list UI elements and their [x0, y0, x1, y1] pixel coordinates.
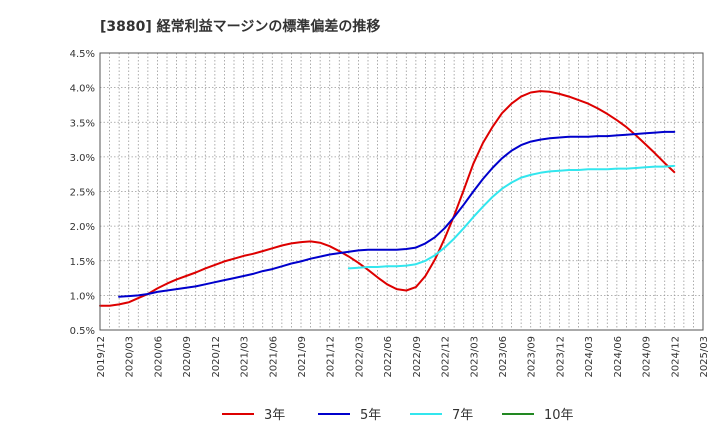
- grid-lines: [100, 52, 703, 331]
- chart-title: [3880] 経常利益マージンの標準偏差の推移: [100, 18, 380, 35]
- x-tick-label: 2022/06: [383, 336, 394, 378]
- y-tick-label: 3.5%: [70, 118, 95, 129]
- y-tick-label: 1.0%: [70, 291, 95, 302]
- legend-label-2: 7年: [452, 408, 473, 423]
- legend-label-1: 5年: [360, 408, 381, 423]
- x-tick-label: 2023/09: [527, 336, 538, 378]
- x-tick-label: 2021/09: [297, 336, 308, 378]
- y-tick-label: 4.5%: [70, 49, 95, 60]
- x-tick-label: 2020/12: [211, 336, 222, 378]
- x-tick-label: 2022/03: [354, 336, 365, 378]
- x-tick-label: 2021/06: [268, 336, 279, 378]
- legend-label-0: 3年: [264, 408, 285, 423]
- x-tick-label: 2024/03: [584, 336, 595, 378]
- series-line-1: [118, 130, 676, 298]
- x-tick-label: 2021/03: [240, 336, 251, 378]
- x-tick-label: 2025/03: [699, 336, 710, 378]
- legend-label-3: 10年: [544, 408, 574, 423]
- plot-frame: [99, 52, 704, 331]
- x-tick-label: 2021/12: [326, 336, 337, 378]
- y-tick-label: 4.0%: [70, 84, 95, 95]
- x-axis: 2019/12 2020/03 2020/06 2020/09 2020/12 2021/…: [96, 336, 710, 378]
- x-tick-label: 2020/06: [153, 336, 164, 378]
- y-tick-label: 1.5%: [70, 257, 95, 268]
- series-line-2: [347, 164, 676, 270]
- plot-border: [99, 52, 704, 331]
- x-tick-label: 2022/09: [412, 336, 423, 378]
- x-tick-label: 2023/12: [555, 336, 566, 378]
- y-axis: 0.5% 1.0% 1.5% 2.0% 2.5% 3.0% 3.5% 4.0% 4.5%: [70, 49, 95, 337]
- legend: 3年 5年 7年 10年: [222, 408, 574, 423]
- y-tick-label: 2.5%: [70, 188, 95, 199]
- x-tick-label: 2019/12: [96, 336, 107, 378]
- x-tick-label: 2024/09: [642, 336, 653, 378]
- series-line-0: [99, 90, 676, 307]
- x-tick-label: 2023/06: [498, 336, 509, 378]
- y-tick-label: 3.0%: [70, 153, 95, 164]
- x-tick-label: 2023/03: [469, 336, 480, 378]
- x-tick-label: 2024/06: [613, 336, 624, 378]
- series-lines: [99, 90, 676, 307]
- x-tick-label: 2022/12: [441, 336, 452, 378]
- x-tick-label: 2020/09: [182, 336, 193, 378]
- y-tick-label: 0.5%: [70, 326, 95, 337]
- x-tick-label: 2024/12: [670, 336, 681, 378]
- y-tick-label: 2.0%: [70, 222, 95, 233]
- x-tick-label: 2020/03: [125, 336, 136, 378]
